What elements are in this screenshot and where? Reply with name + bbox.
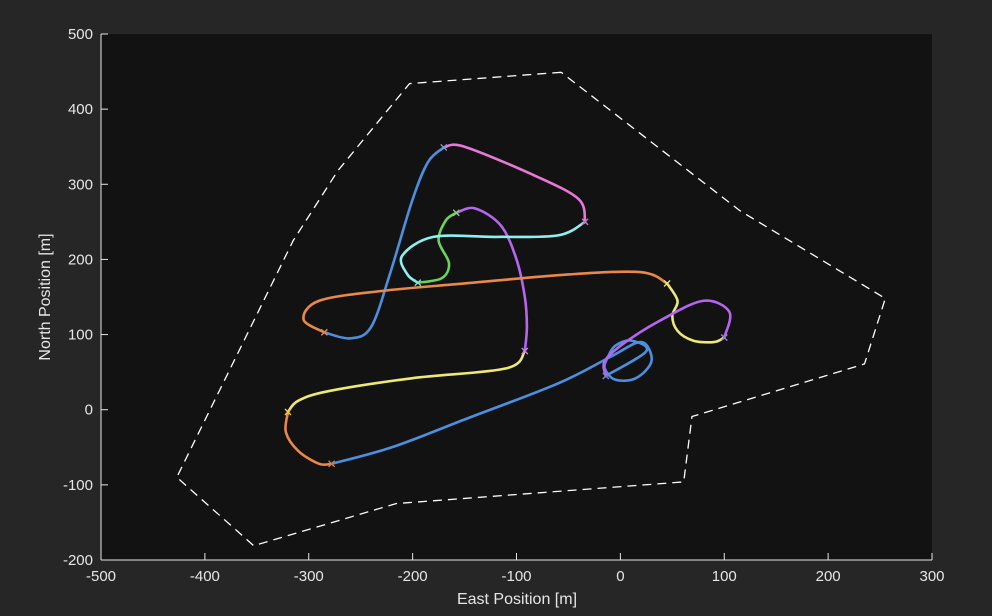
- y-tick-label: 300: [68, 176, 93, 193]
- y-tick-label: 200: [68, 251, 93, 268]
- x-tick-label: 100: [712, 568, 737, 585]
- waypoint-marker: [602, 372, 610, 380]
- waypoint-marker: [521, 347, 529, 355]
- waypoint-marker: [452, 209, 460, 217]
- x-tick-label: 300: [919, 568, 944, 585]
- trajectory-segment-11: [602, 299, 732, 378]
- trajectory-segment-5: [416, 211, 458, 285]
- boundary-line: [175, 71, 887, 547]
- trajectory-segment-4: [454, 206, 529, 353]
- x-tick-label: -400: [190, 568, 220, 585]
- waypoint-layer: [284, 144, 728, 468]
- x-tick-label: -100: [501, 568, 531, 585]
- x-tick-label: 0: [616, 568, 624, 585]
- waypoint-marker: [414, 279, 422, 287]
- boundary-layer: [175, 71, 887, 547]
- waypoint-marker: [284, 408, 292, 416]
- trajectory-segment-10: [665, 282, 726, 344]
- trajectory-segment-1: [330, 339, 653, 466]
- y-tick-label: -200: [63, 552, 93, 569]
- trajectory-segment-8: [323, 146, 446, 340]
- x-tick-label: -500: [86, 568, 116, 585]
- y-tick-label: 100: [68, 327, 93, 344]
- waypoint-marker: [663, 280, 671, 287]
- y-axis-label: North Position [m]: [37, 233, 54, 360]
- series-layer: [284, 143, 732, 467]
- trajectory-segment-3: [286, 349, 527, 414]
- trajectory-segment-7: [442, 143, 587, 224]
- plot-area: [101, 34, 932, 560]
- waypoint-marker: [720, 334, 728, 342]
- x-axis-label: East Position [m]: [457, 591, 577, 608]
- waypoint-marker: [581, 218, 589, 226]
- trajectory-segment-9: [302, 270, 669, 334]
- y-tick-label: 400: [68, 101, 93, 118]
- waypoint-marker: [328, 460, 336, 468]
- y-tick-label: 500: [68, 26, 93, 43]
- trajectory-segment-6: [399, 220, 587, 285]
- x-tick-label: -200: [398, 568, 428, 585]
- waypoint-marker: [440, 144, 448, 151]
- x-tick-label: -300: [294, 568, 324, 585]
- trajectory-segment-2: [284, 410, 333, 467]
- y-tick-label: -100: [63, 477, 93, 494]
- x-tick-label: 200: [816, 568, 841, 585]
- waypoint-marker: [320, 328, 328, 336]
- axes-layer: -500 -400 -300 -200 -100 0 100 200 300 -200 -100 0 1…: [63, 26, 945, 585]
- y-tick-label: 0: [85, 402, 93, 419]
